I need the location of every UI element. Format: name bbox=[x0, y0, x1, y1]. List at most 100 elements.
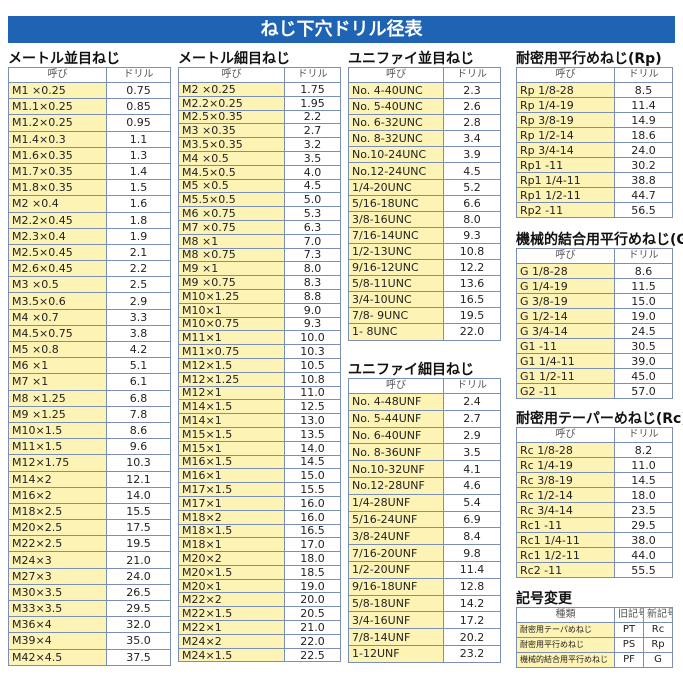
value-cell: 8.4 bbox=[443, 527, 501, 546]
value-cell: 9.6 bbox=[106, 438, 171, 456]
row: 5/8-18UNF 14.2 bbox=[348, 594, 501, 613]
row: 3/4-16UNF 17.2 bbox=[348, 611, 501, 630]
value-cell: 29.5 bbox=[106, 599, 171, 618]
row: M1.8×0.35 1.5 bbox=[8, 179, 171, 197]
table: 呼び ドリル No. 4-48UNF 2.4 No. 5-44UNF 2.7 No. 6-4… bbox=[348, 378, 501, 663]
header-cell: ドリル bbox=[614, 427, 673, 443]
name-cell: 3/8-24UNF bbox=[348, 527, 444, 546]
header-cell: 呼び bbox=[8, 67, 107, 83]
row: Rc1 1/2-11 44.0 bbox=[516, 547, 673, 563]
value-cell: 8.0 bbox=[443, 210, 501, 228]
row: No. 4-40UNC 2.3 bbox=[348, 81, 501, 100]
row: M5 ×0.5 4.5 bbox=[178, 178, 341, 194]
name-cell: M18×1.5 bbox=[178, 523, 285, 539]
row: 5/8-11UNC 13.6 bbox=[348, 275, 501, 293]
row: 7/16-20UNF 9.8 bbox=[348, 544, 501, 562]
name-cell: M1.1×0.25 bbox=[8, 98, 107, 116]
value-cell: 44.0 bbox=[614, 547, 673, 563]
value-cell: 2.6 bbox=[443, 98, 501, 116]
name-cell: M9 ×1 bbox=[178, 261, 285, 277]
name-cell: M14×1.5 bbox=[178, 399, 285, 415]
row: M1.7×0.35 1.4 bbox=[8, 162, 171, 181]
section-title: 耐密用テーパーめねじ(Rc) bbox=[516, 411, 683, 427]
name-cell: M15×1 bbox=[178, 440, 285, 456]
row: M17×1 16.0 bbox=[178, 495, 341, 511]
value-cell: 23.5 bbox=[614, 502, 673, 518]
row: 1-12UNF 23.2 bbox=[348, 644, 501, 663]
row: Rp 1/2-14 18.6 bbox=[516, 127, 673, 143]
row: M10×1 9.0 bbox=[178, 302, 341, 318]
name-cell: 5/8-18UNF bbox=[348, 594, 444, 613]
name-cell: 3/4-10UNC bbox=[348, 291, 444, 309]
section-title: ユニファイ細目ねじ bbox=[348, 362, 474, 378]
value-cell: 8.0 bbox=[284, 261, 341, 277]
name-cell: M2.6×0.45 bbox=[8, 260, 107, 278]
header-cell: 新記号 bbox=[643, 607, 673, 623]
name-cell: 1/4-20UNC bbox=[348, 178, 444, 196]
name-cell: No. 5-40UNC bbox=[348, 98, 444, 116]
name-cell: 耐密用テーパめねじ bbox=[516, 622, 615, 638]
value-cell: 18.0 bbox=[614, 487, 673, 503]
row: 耐密用テーパめねじ PT Rc bbox=[516, 622, 673, 638]
name-cell: No. 6-40UNF bbox=[348, 426, 444, 445]
value-cell: 15.5 bbox=[106, 502, 171, 521]
section-title: メートル並目ねじ bbox=[8, 51, 120, 67]
row: No. 4-48UNF 2.4 bbox=[348, 393, 501, 411]
row: 5/16-24UNF 6.9 bbox=[348, 510, 501, 529]
value-cell: 6.9 bbox=[443, 510, 501, 529]
row: 1/2-20UNF 11.4 bbox=[348, 560, 501, 579]
name-cell: Rp 1/2-14 bbox=[516, 127, 615, 143]
value-cell: 4.6 bbox=[443, 476, 501, 495]
table: 呼び ドリル Rc 1/8-28 8.2 Rc 1/4-19 11.0 Rc 3/8-19 1… bbox=[516, 427, 673, 578]
value-cell: 14.2 bbox=[443, 594, 501, 613]
row: M11×1 10.0 bbox=[178, 330, 341, 346]
row: Rc 3/4-14 23.5 bbox=[516, 502, 673, 518]
name-cell: G 3/8-19 bbox=[516, 293, 615, 309]
header-cell: 呼び bbox=[516, 427, 615, 443]
row: 1- 8UNC 22.0 bbox=[348, 323, 501, 341]
row: M20×2.5 17.5 bbox=[8, 519, 171, 537]
row: M6 ×1 5.1 bbox=[8, 357, 171, 375]
row: Rp 3/8-19 14.9 bbox=[516, 112, 673, 128]
value-cell: 39.0 bbox=[614, 353, 673, 369]
name-cell: M33×3.5 bbox=[8, 599, 107, 618]
name-cell: M24×1.5 bbox=[178, 647, 285, 663]
name-cell: M2.2×0.25 bbox=[178, 95, 285, 111]
name-cell: M30×3.5 bbox=[8, 583, 107, 602]
name-cell: No. 5-44UNF bbox=[348, 409, 444, 428]
name-cell: M17×1.5 bbox=[178, 482, 285, 497]
name-cell: 1-12UNF bbox=[348, 644, 444, 663]
value-cell: 18.6 bbox=[614, 127, 673, 143]
section-title: 機械的結合用平行めねじ(G) bbox=[516, 232, 683, 248]
header-row: 呼び ドリル bbox=[348, 378, 501, 394]
row: No. 5-44UNF 2.7 bbox=[348, 409, 501, 428]
row: 耐密用平行めねじ PS Rp bbox=[516, 637, 673, 653]
header-cell: ドリル bbox=[284, 67, 341, 83]
name-cell: M10×1 bbox=[178, 302, 285, 318]
value-cell: 6.8 bbox=[106, 389, 171, 407]
name-cell: G 1/2-14 bbox=[516, 308, 615, 324]
value-cell: 11.0 bbox=[284, 385, 341, 401]
value-cell: 11.4 bbox=[443, 560, 501, 579]
value-cell: 16.0 bbox=[284, 509, 341, 525]
row: M10×1.5 8.6 bbox=[8, 421, 171, 440]
name-cell: M16×1 bbox=[178, 468, 285, 484]
header-cell: ドリル bbox=[443, 67, 501, 83]
row: M39×4 35.0 bbox=[8, 632, 171, 650]
name-cell: M1.4×0.3 bbox=[8, 130, 107, 148]
row: Rp1 1/4-11 38.8 bbox=[516, 172, 673, 188]
row: M24×3 21.0 bbox=[8, 551, 171, 569]
value-cell: 55.5 bbox=[614, 562, 673, 578]
header-row: 呼び ドリル bbox=[178, 67, 341, 83]
name-cell: Rc1 1/4-11 bbox=[516, 532, 615, 548]
value-cell: 2.9 bbox=[443, 426, 501, 445]
name-cell: M10×1.25 bbox=[178, 288, 285, 304]
name-cell: Rc 1/8-28 bbox=[516, 442, 615, 458]
name-cell: M17×1 bbox=[178, 495, 285, 511]
row: M11×0.75 10.3 bbox=[178, 344, 341, 359]
value-cell: 24.5 bbox=[614, 323, 673, 339]
value-cell: 15.5 bbox=[284, 482, 341, 497]
value-cell: 18.5 bbox=[284, 564, 341, 580]
name-cell: M9 ×0.75 bbox=[178, 275, 285, 290]
value-cell: 56.5 bbox=[614, 202, 673, 218]
